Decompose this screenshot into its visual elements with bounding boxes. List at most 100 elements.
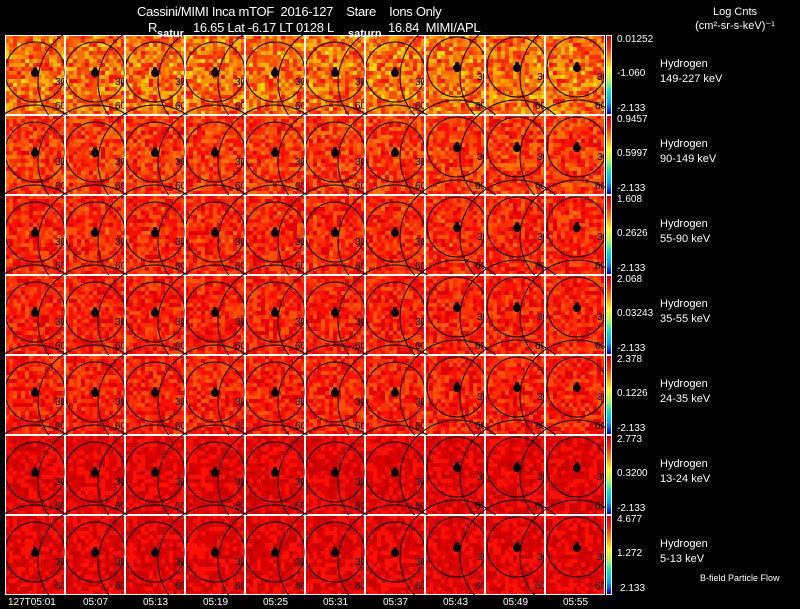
pixel — [13, 107, 18, 112]
pixel — [193, 175, 198, 180]
pixel — [113, 103, 118, 108]
pixel — [117, 111, 122, 116]
pixel — [505, 43, 510, 48]
pixel — [297, 99, 302, 104]
pixel — [77, 115, 82, 120]
pixel — [105, 143, 110, 148]
pixel — [337, 175, 342, 180]
pixel — [469, 103, 474, 108]
pixel — [17, 143, 22, 148]
pixel — [425, 107, 430, 112]
pixel — [53, 91, 58, 96]
pixel — [325, 155, 330, 160]
pixel — [9, 175, 14, 180]
pixel — [429, 43, 434, 48]
pixel — [497, 95, 502, 100]
pixel — [41, 119, 46, 124]
pixel — [357, 139, 362, 144]
pixel — [41, 175, 46, 180]
pixel — [25, 79, 30, 84]
pixel — [333, 87, 338, 92]
pixel — [573, 51, 578, 56]
pixel — [277, 111, 282, 116]
pixel — [185, 55, 190, 60]
pixel — [65, 43, 70, 48]
pixel — [533, 51, 538, 56]
pixel — [313, 151, 318, 156]
pixel — [33, 63, 38, 68]
pixel — [209, 87, 214, 92]
pixel — [85, 63, 90, 68]
pixel — [233, 87, 238, 92]
pixel — [321, 163, 326, 168]
pixel — [65, 95, 70, 100]
pixel — [405, 63, 410, 68]
pixel — [549, 87, 554, 92]
pixel — [313, 55, 318, 60]
pixel — [141, 139, 146, 144]
pixel — [225, 55, 230, 60]
pixel — [353, 43, 358, 48]
pixel — [329, 171, 334, 176]
pixel — [169, 191, 174, 196]
pixel — [245, 187, 250, 192]
pixel — [61, 127, 66, 132]
pixel — [585, 79, 590, 84]
pixel — [441, 83, 446, 88]
pixel — [261, 47, 266, 52]
pixel — [189, 99, 194, 104]
pixel — [357, 179, 362, 184]
pixel — [33, 91, 38, 96]
pixel — [317, 183, 322, 188]
pixel — [297, 67, 302, 72]
pixel — [573, 107, 578, 112]
pixel — [253, 179, 258, 184]
pixel — [113, 99, 118, 104]
pixel — [89, 147, 94, 152]
pixel — [461, 75, 466, 80]
pixel — [489, 95, 494, 100]
pixel — [309, 55, 314, 60]
pixel — [365, 67, 370, 72]
pixel — [565, 75, 570, 80]
pixel — [469, 51, 474, 56]
pixel — [549, 59, 554, 64]
pixel — [473, 43, 478, 48]
pixel — [293, 187, 298, 192]
pixel — [417, 47, 422, 52]
pixel — [353, 167, 358, 172]
pixel — [5, 167, 10, 172]
pixel — [249, 143, 254, 148]
pixel — [325, 111, 330, 116]
pixel — [297, 79, 302, 84]
pixel — [177, 163, 182, 168]
pixel — [45, 99, 50, 104]
pixel — [29, 75, 34, 80]
pixel — [533, 47, 538, 52]
pixel — [285, 175, 290, 180]
pixel — [209, 115, 214, 120]
pixel — [253, 75, 258, 80]
pixel — [301, 143, 306, 148]
pixel — [89, 87, 94, 92]
pixel — [197, 163, 202, 168]
pixel — [205, 143, 210, 148]
pixel — [389, 87, 394, 92]
pixel — [101, 143, 106, 148]
pixel — [249, 175, 254, 180]
pixel — [181, 191, 186, 196]
pixel — [5, 55, 10, 60]
pixel — [457, 39, 462, 44]
pixel — [425, 99, 430, 104]
pixel — [25, 83, 30, 88]
pixel — [233, 35, 238, 40]
pixel — [317, 163, 322, 168]
pixel — [429, 63, 434, 68]
pixel — [89, 155, 94, 160]
pixel — [233, 183, 238, 188]
pixel — [457, 59, 462, 64]
pixel — [353, 151, 358, 156]
pixel — [77, 79, 82, 84]
pixel — [333, 39, 338, 44]
pixel — [353, 147, 358, 152]
